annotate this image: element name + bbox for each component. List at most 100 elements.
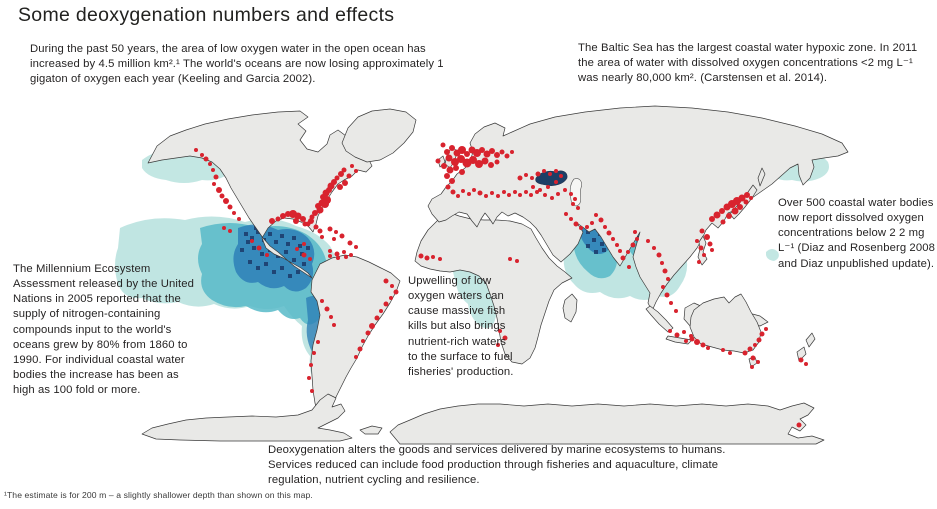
coastal-hypoxia-dot <box>546 185 550 189</box>
coastal-hypoxia-dot <box>759 331 765 337</box>
coastal-hypoxia-dot <box>310 389 314 393</box>
coastal-hypoxia-dot <box>472 188 476 192</box>
coastal-hypoxia-dot <box>488 162 494 168</box>
coastal-hypoxia-dot <box>445 154 453 162</box>
coastal-hypoxia-dot <box>295 247 299 251</box>
hypoxia-speckle <box>602 248 606 252</box>
hypoxia-speckle <box>244 232 248 236</box>
coastal-hypoxia-dot <box>324 306 330 312</box>
coastal-hypoxia-dot <box>357 346 363 352</box>
hypoxia-speckle <box>292 236 296 240</box>
coastal-hypoxia-dot <box>535 190 539 194</box>
coastal-hypoxia-dot <box>237 217 241 221</box>
landmass <box>437 155 446 168</box>
coastal-hypoxia-dot <box>481 157 489 165</box>
coastal-hypoxia-dot <box>449 145 455 151</box>
landmass <box>147 110 373 279</box>
landmass <box>141 393 353 442</box>
hypoxia-speckle <box>302 262 306 266</box>
coastal-hypoxia-dot <box>656 252 662 258</box>
coastal-hypoxia-dot <box>208 162 212 166</box>
coastal-hypoxia-dot <box>227 204 233 210</box>
landmass <box>697 235 708 266</box>
coastal-hypoxia-dot <box>554 169 558 173</box>
coastal-hypoxia-dot <box>228 229 232 233</box>
coastal-hypoxia-dot <box>219 193 225 199</box>
coastal-hypoxia-dot <box>684 339 688 343</box>
coastal-hypoxia-dot <box>721 348 725 352</box>
coastal-hypoxia-dot <box>383 301 389 307</box>
coastal-hypoxia-dot <box>571 202 575 206</box>
coastal-hypoxia-dot <box>531 185 535 189</box>
coastal-hypoxia-dot <box>316 206 324 214</box>
hypoxia-speckle <box>260 252 264 256</box>
coastal-hypoxia-dot <box>494 152 500 158</box>
coastal-hypoxia-dot <box>626 250 630 254</box>
coastal-hypoxia-dot <box>473 149 481 157</box>
coastal-hypoxia-dot <box>300 216 306 222</box>
coastal-hypoxia-dot <box>764 327 768 331</box>
coastal-hypoxia-dot <box>796 422 802 428</box>
coastal-hypoxia-dot <box>312 351 316 355</box>
coastal-hypoxia-dot <box>321 200 329 208</box>
coastal-hypoxia-dot <box>334 251 340 257</box>
coastal-hypoxia-dot <box>445 184 451 190</box>
hypoxia-speckle <box>296 270 300 274</box>
landmass <box>796 346 807 362</box>
coastal-hypoxia-dot <box>543 193 547 197</box>
coastal-hypoxia-dot <box>200 153 204 157</box>
coastal-hypoxia-dot <box>393 289 399 295</box>
coastal-hypoxia-dot <box>280 213 286 219</box>
coastal-hypoxia-dot <box>694 339 700 345</box>
hypoxia-speckle <box>248 260 252 264</box>
coastal-hypoxia-dot <box>383 278 389 284</box>
coastal-hypoxia-dot <box>344 255 348 259</box>
coastal-hypoxia-dot <box>524 173 528 177</box>
coastal-hypoxia-dot <box>689 336 695 342</box>
landmass <box>427 105 849 312</box>
coastal-hypoxia-dot <box>499 149 505 155</box>
coastal-hypoxia-dot <box>710 248 714 252</box>
coastal-hypoxia-dot <box>346 173 352 179</box>
coastal-hypoxia-dot <box>216 187 222 193</box>
hypoxia-speckle <box>256 230 260 234</box>
coastal-hypoxia-dot <box>550 196 554 200</box>
landmass <box>645 305 674 333</box>
annotation-ecosystem-services: Deoxygenation alters the goods and servi… <box>268 444 726 487</box>
coastal-hypoxia-dot <box>477 190 483 196</box>
coastal-hypoxia-dot <box>458 146 466 154</box>
coastal-hypoxia-dot <box>469 156 477 164</box>
coastal-hypoxia-dot <box>256 245 262 251</box>
coastal-hypoxia-dot <box>603 225 607 229</box>
coastal-hypoxia-dot <box>461 189 465 193</box>
coastal-hypoxia-dot <box>350 164 354 168</box>
coastal-hypoxia-dot <box>756 360 760 364</box>
coastal-hypoxia-dot <box>467 192 471 196</box>
coastal-hypoxia-dot <box>538 188 542 192</box>
coastal-hypoxia-dot <box>354 245 358 249</box>
coastal-hypoxia-dot <box>444 173 450 179</box>
coastal-hypoxia-dot <box>695 239 699 243</box>
annotation-coastal-bodies: Over 500 coastal water bodies now report… <box>778 197 935 270</box>
coastal-hypoxia-dot <box>265 253 269 257</box>
coastal-hypoxia-dot <box>750 365 754 369</box>
coastal-hypoxia-dot <box>317 228 323 234</box>
coastal-hypoxia-dot <box>361 339 365 343</box>
coastal-hypoxia-dot <box>390 284 394 288</box>
coastal-hypoxia-dot <box>559 174 563 178</box>
coastal-hypoxia-dot <box>496 343 500 347</box>
landmass <box>805 332 816 348</box>
coastal-hypoxia-dot <box>737 204 743 210</box>
hypoxia-speckle <box>292 258 296 262</box>
coastal-hypoxia-dot <box>518 193 522 197</box>
coastal-hypoxia-dot <box>747 346 753 352</box>
coastal-hypoxia-dot <box>635 237 639 241</box>
landmass <box>341 108 417 163</box>
landmass <box>310 254 401 424</box>
coastal-hypoxia-dot <box>744 192 750 198</box>
coastal-hypoxia-dot <box>223 198 229 204</box>
coastal-hypoxia-dot <box>627 265 631 269</box>
annotation-open-ocean: During the past 50 years, the area of lo… <box>30 43 444 86</box>
coastal-hypoxia-dot <box>320 235 324 239</box>
landmass <box>359 425 383 435</box>
